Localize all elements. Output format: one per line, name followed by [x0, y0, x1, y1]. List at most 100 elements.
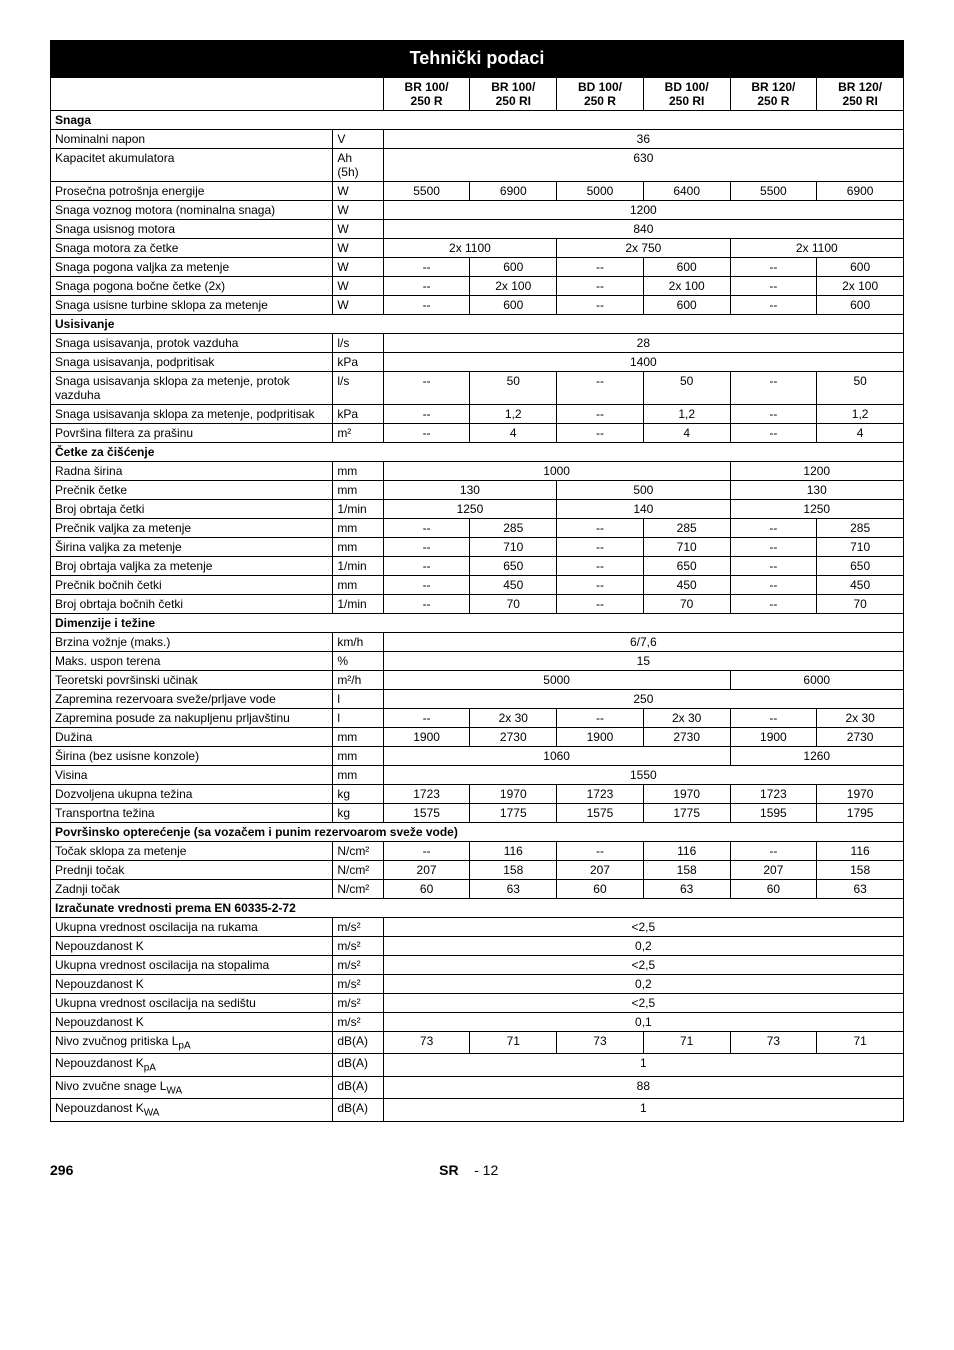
row-value: 600 [470, 296, 557, 315]
row-label: Snaga usisavanja, protok vazduha [51, 334, 333, 353]
row-value: 2x 30 [470, 709, 557, 728]
row-value: -- [730, 709, 817, 728]
row-unit: l [333, 690, 383, 709]
col-header: BD 100/250 RI [643, 78, 730, 111]
row-value: 710 [643, 538, 730, 557]
row-value: -- [557, 709, 644, 728]
row-label: Snaga motora za četke [51, 239, 333, 258]
row-value: 116 [470, 842, 557, 861]
row-label: Snaga usisne turbine sklopa za metenje [51, 296, 333, 315]
footer-left: 296 [50, 1162, 73, 1178]
row-value: -- [383, 538, 470, 557]
row-value: 1900 [730, 728, 817, 747]
table-row: Broj obrtaja bočnih četki1/min--70--70--… [51, 595, 904, 614]
table-row: Teoretski površinski učinakm²/h50006000 [51, 671, 904, 690]
row-value: 650 [643, 557, 730, 576]
table-row: Dozvoljena ukupna težinakg17231970172319… [51, 785, 904, 804]
table-row: Dužinamm190027301900273019002730 [51, 728, 904, 747]
row-value: 70 [817, 595, 904, 614]
row-value: 50 [470, 372, 557, 405]
row-value: -- [557, 557, 644, 576]
row-unit: mm [333, 519, 383, 538]
section-label: Izračunate vrednosti prema EN 60335-2-72 [51, 899, 904, 918]
row-unit: 1/min [333, 557, 383, 576]
row-value: 71 [470, 1032, 557, 1054]
row-value: 1,2 [470, 405, 557, 424]
row-label: Nivo zvučne snage LWA [51, 1076, 333, 1098]
row-value: 207 [730, 861, 817, 880]
row-value: 630 [383, 149, 903, 182]
table-row: Četke za čišćenje [51, 443, 904, 462]
row-unit: kg [333, 785, 383, 804]
row-value: -- [383, 277, 470, 296]
row-label: Zapremina rezervoara sveže/prljave vode [51, 690, 333, 709]
row-value: 5500 [730, 182, 817, 201]
table-row: Snaga usisne turbine sklopa za metenjeW-… [51, 296, 904, 315]
row-unit: kPa [333, 353, 383, 372]
row-value: 1900 [383, 728, 470, 747]
row-unit: N/cm² [333, 861, 383, 880]
row-value: 6900 [470, 182, 557, 201]
row-value: -- [557, 842, 644, 861]
row-value: 73 [557, 1032, 644, 1054]
row-value: 50 [643, 372, 730, 405]
row-label: Ukupna vrednost oscilacija na sedištu [51, 994, 333, 1013]
row-unit: W [333, 220, 383, 239]
row-label: Zapremina posude za nakupljenu prljavšti… [51, 709, 333, 728]
row-value: 1900 [557, 728, 644, 747]
section-label: Snaga [51, 111, 904, 130]
row-value: -- [730, 258, 817, 277]
row-value: 70 [643, 595, 730, 614]
row-value: 5500 [383, 182, 470, 201]
row-value: -- [730, 405, 817, 424]
table-row: Prečnik četkemm130500130 [51, 481, 904, 500]
row-value: 116 [817, 842, 904, 861]
row-value: -- [383, 296, 470, 315]
row-unit: N/cm² [333, 842, 383, 861]
row-value: -- [730, 424, 817, 443]
row-label: Transportna težina [51, 804, 333, 823]
table-row: Nominalni naponV36 [51, 130, 904, 149]
row-unit: l/s [333, 372, 383, 405]
row-value: 1400 [383, 353, 903, 372]
table-row: Broj obrtaja valjka za metenje1/min--650… [51, 557, 904, 576]
row-value: -- [383, 576, 470, 595]
section-label: Usisivanje [51, 315, 904, 334]
row-value: 1260 [730, 747, 903, 766]
row-value: -- [730, 296, 817, 315]
table-row: Radna širinamm10001200 [51, 462, 904, 481]
footer-lang: SR [439, 1162, 458, 1178]
row-value: 2x 750 [557, 239, 730, 258]
row-value: 1795 [817, 804, 904, 823]
row-label: Širina valjka za metenje [51, 538, 333, 557]
row-unit: mm [333, 481, 383, 500]
table-row: Snaga usisavanja, protok vazduhal/s28 [51, 334, 904, 353]
row-value: 1060 [383, 747, 730, 766]
row-unit: dB(A) [333, 1032, 383, 1054]
row-unit: kg [333, 804, 383, 823]
row-value: -- [730, 557, 817, 576]
row-value: 1 [383, 1054, 903, 1076]
row-value: 63 [643, 880, 730, 899]
row-value: 207 [383, 861, 470, 880]
row-value: 1250 [730, 500, 903, 519]
row-value: 63 [470, 880, 557, 899]
section-label: Dimenzije i težine [51, 614, 904, 633]
row-label: Visina [51, 766, 333, 785]
row-value: -- [557, 258, 644, 277]
row-unit: l [333, 709, 383, 728]
row-value: 1200 [383, 201, 903, 220]
row-value: 1970 [817, 785, 904, 804]
row-label: Broj obrtaja bočnih četki [51, 595, 333, 614]
row-value: -- [383, 258, 470, 277]
row-label: Ukupna vrednost oscilacija na rukama [51, 918, 333, 937]
row-value: 500 [557, 481, 730, 500]
table-row: Izračunate vrednosti prema EN 60335-2-72 [51, 899, 904, 918]
row-value: 2x 30 [817, 709, 904, 728]
col-header: BD 100/250 R [557, 78, 644, 111]
row-unit: m/s² [333, 956, 383, 975]
row-unit: m² [333, 424, 383, 443]
row-value: 2x 100 [470, 277, 557, 296]
row-value: 1595 [730, 804, 817, 823]
row-label: Nepouzdanost K [51, 937, 333, 956]
